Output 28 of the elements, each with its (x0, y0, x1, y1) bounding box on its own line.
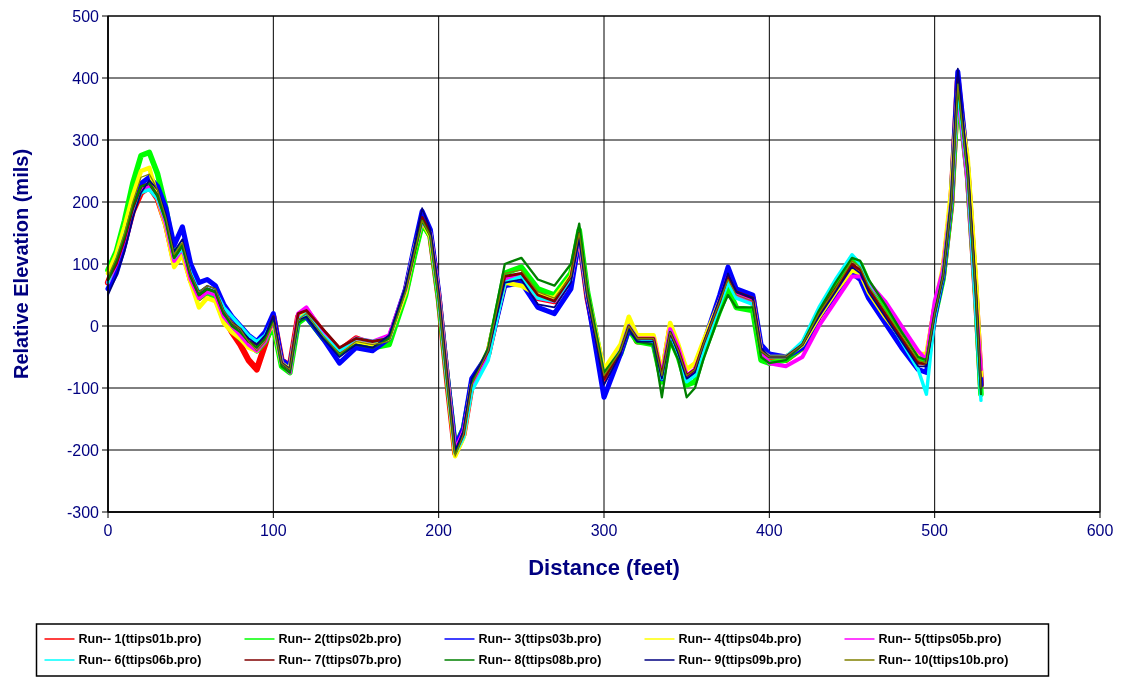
legend-label: Run-- 8(ttips08b.pro) (478, 653, 602, 668)
x-tick-label: 500 (921, 522, 949, 539)
legend-label: Run-- 6(ttips06b.pro) (78, 653, 202, 668)
x-tick-label: 100 (259, 522, 287, 539)
y-tick-label: 500 (72, 7, 100, 25)
y-tick-label: -200 (66, 441, 100, 459)
x-tick-label: 0 (103, 522, 113, 539)
y-tick-label: 200 (72, 193, 100, 211)
x-tick-label: 400 (755, 522, 783, 539)
legend-label: Run-- 1(ttips01b.pro) (78, 632, 202, 647)
x-tick-label: 600 (1086, 522, 1114, 539)
y-tick-label: 100 (72, 255, 100, 273)
x-axis-title: Distance (feet) (528, 555, 680, 580)
legend-label: Run-- 9(ttips09b.pro) (678, 653, 802, 668)
y-tick-label: 0 (90, 317, 100, 335)
y-axis-title: Relative Elevation (mils) (10, 148, 32, 380)
legend-label: Run-- 4(ttips04b.pro) (678, 632, 802, 647)
legend-label: Run-- 5(ttips05b.pro) (878, 632, 1002, 647)
y-tick-label: 400 (72, 69, 100, 87)
legend-label: Run-- 2(ttips02b.pro) (278, 632, 402, 647)
y-tick-label: -300 (66, 503, 100, 521)
legend-label: Run-- 10(ttips10b.pro) (878, 653, 1009, 668)
legend-label: Run-- 7(ttips07b.pro) (278, 653, 402, 668)
legend-label: Run-- 3(ttips03b.pro) (478, 632, 602, 647)
x-tick-label: 200 (425, 522, 453, 539)
y-tick-label: -100 (66, 379, 100, 397)
y-tick-label: 300 (72, 131, 100, 149)
x-tick-label: 300 (590, 522, 618, 539)
